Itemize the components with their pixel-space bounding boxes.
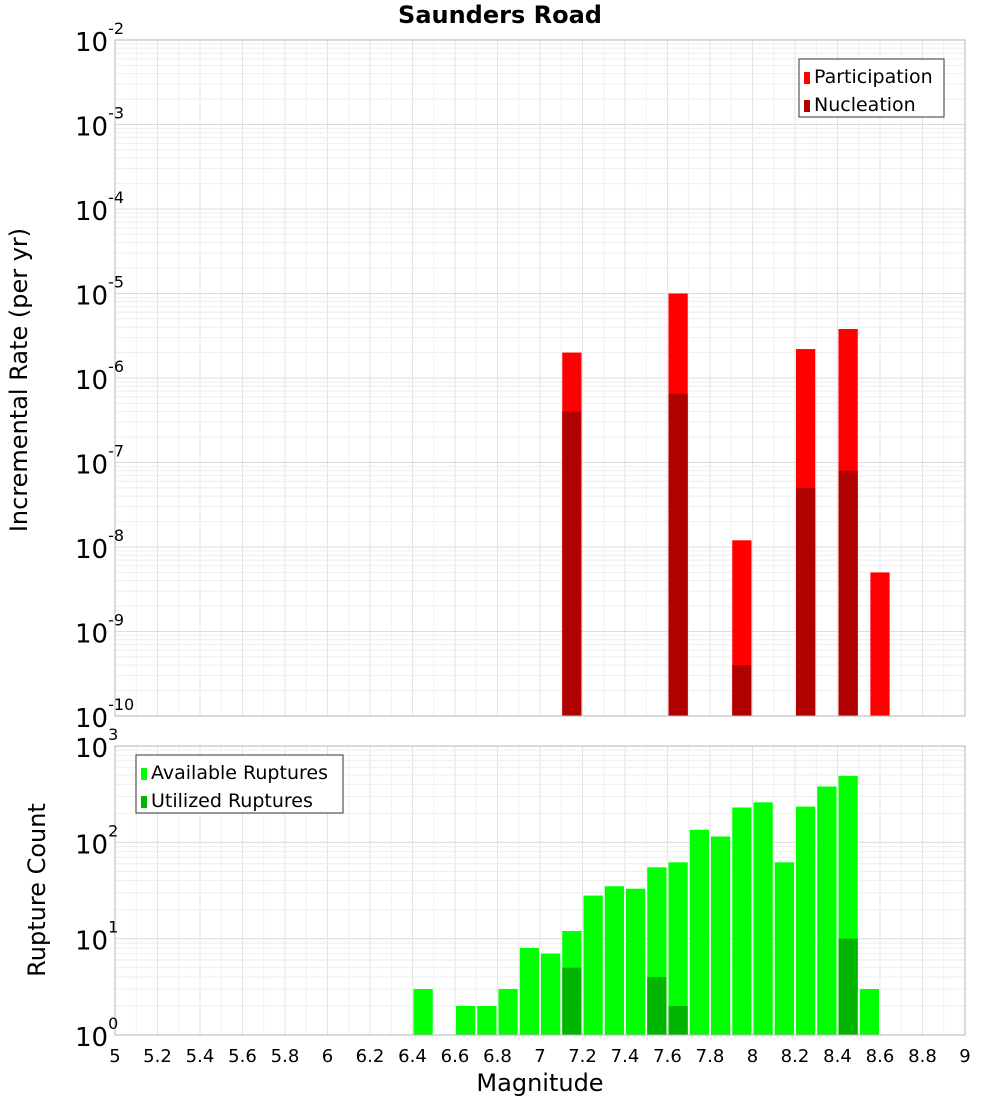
rate-legend-swatch: [804, 100, 810, 112]
count-bar-a: [498, 989, 518, 1035]
count-legend: Available Ruptures Utilized Ruptures: [135, 754, 344, 814]
x-tick-label: 8.6: [866, 1046, 895, 1067]
rate-bar-b: [732, 665, 752, 716]
x-tick-label: 6.4: [398, 1046, 427, 1067]
count-bar-a: [796, 806, 816, 1035]
rate-panel: 10-1010-910-810-710-610-510-410-310-2Par…: [75, 19, 966, 734]
count-y-axis-label: Rupture Count: [23, 803, 51, 977]
count-bar-a: [477, 1006, 497, 1035]
rate-y-tick-exponent: -7: [108, 442, 124, 461]
rate-bar-b: [668, 393, 688, 716]
rate-y-tick-exponent: -10: [108, 695, 134, 714]
x-tick-label: 5.4: [186, 1046, 215, 1067]
rate-bar-a: [870, 572, 890, 716]
chart-title: Saunders Road: [398, 1, 602, 29]
count-bar-a: [541, 953, 561, 1035]
count-bar-a: [668, 862, 688, 1035]
count-bar-a: [604, 886, 624, 1035]
rate-legend-swatch: [804, 72, 810, 84]
count-y-tick-label: 102: [75, 821, 118, 860]
x-tick-label: 8: [747, 1046, 758, 1067]
count-y-tick-exponent: 2: [108, 821, 118, 840]
x-tick-label: 9: [959, 1046, 970, 1067]
count-bar-b: [647, 977, 667, 1035]
x-tick-label: 6.6: [441, 1046, 470, 1067]
x-tick-label: 7.6: [653, 1046, 682, 1067]
count-bar-a: [583, 895, 603, 1035]
count-bar-a: [753, 802, 773, 1035]
count-y-tick-exponent: 1: [108, 918, 118, 937]
count-y-tick-exponent: 0: [108, 1014, 118, 1033]
rate-legend: Participation Nucleation: [798, 58, 945, 118]
count-legend-swatch: [141, 768, 147, 780]
rate-y-tick-exponent: -9: [108, 611, 124, 630]
count-bar-a: [817, 786, 837, 1035]
rate-frame: [114, 39, 966, 717]
rate-bar-b: [796, 487, 816, 716]
count-bar-a: [732, 807, 752, 1035]
rate-legend-label: Participation: [814, 66, 933, 88]
x-tick-label: 5.2: [143, 1046, 172, 1067]
rate-y-tick-exponent: -2: [108, 19, 124, 38]
count-bar-b: [668, 1006, 688, 1035]
x-tick-label: 5: [109, 1046, 120, 1067]
x-tick-label: 8.4: [823, 1046, 852, 1067]
rate-legend-label: Nucleation: [814, 94, 916, 116]
count-legend-box: [135, 754, 344, 814]
count-bar-a: [413, 989, 433, 1035]
rate-y-axis-label: Incremental Rate (per yr): [5, 228, 33, 532]
count-legend-label: Utilized Ruptures: [151, 790, 313, 812]
count-bar-a: [689, 829, 709, 1035]
x-tick-label: 8.8: [908, 1046, 937, 1067]
rate-y-tick-exponent: -8: [108, 526, 124, 545]
x-tick-label: 8.2: [781, 1046, 810, 1067]
rate-bar-b: [838, 470, 858, 716]
x-tick-label: 5.8: [271, 1046, 300, 1067]
x-tick-label: 7: [534, 1046, 545, 1067]
rate-y-tick-exponent: -6: [108, 357, 124, 376]
count-bar-a: [519, 948, 539, 1035]
x-tick-label: 5.6: [228, 1046, 257, 1067]
count-y-tick-label: 101: [75, 918, 118, 957]
rate-y-tick-exponent: -4: [108, 188, 124, 207]
count-bar-b: [838, 938, 858, 1035]
count-legend-label: Available Ruptures: [151, 762, 328, 784]
rate-y-tick-exponent: -3: [108, 104, 124, 123]
x-tick-label: 6.8: [483, 1046, 512, 1067]
rate-bar-b: [562, 411, 582, 716]
x-tick-label: 7.4: [611, 1046, 640, 1067]
count-y-tick-exponent: 3: [108, 725, 118, 744]
count-bar-b: [562, 967, 582, 1035]
x-tick-label: 7.8: [696, 1046, 725, 1067]
count-bar-a: [626, 888, 646, 1035]
x-tick-label: 7.2: [568, 1046, 597, 1067]
count-frame: [114, 745, 966, 1036]
count-bar-a: [711, 836, 731, 1035]
x-axis-label: Magnitude: [476, 1069, 603, 1097]
x-tick-label: 6: [322, 1046, 333, 1067]
count-bar-a: [456, 1006, 476, 1035]
rate-legend-box: [798, 58, 945, 118]
count-legend-swatch: [141, 796, 147, 808]
x-tick-label: 6.2: [356, 1046, 385, 1067]
count-bar-a: [859, 989, 879, 1035]
count-bar-a: [774, 862, 794, 1035]
rate-y-tick-exponent: -5: [108, 273, 124, 292]
